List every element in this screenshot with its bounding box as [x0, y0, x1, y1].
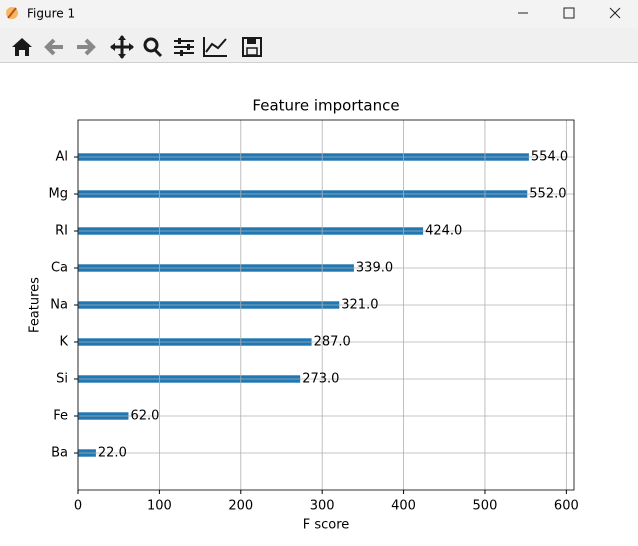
chart-title: Feature importance — [252, 97, 399, 115]
value-label: 552.0 — [529, 187, 566, 202]
value-label: 62.0 — [130, 409, 159, 424]
value-label: 22.0 — [98, 446, 127, 461]
x-tick-label: 100 — [147, 499, 172, 514]
y-tick-label: K — [59, 335, 68, 350]
y-tick-label: RI — [55, 224, 68, 239]
toolbar — [0, 28, 638, 63]
forward-button[interactable] — [77, 38, 96, 56]
x-tick-label: 300 — [310, 499, 335, 514]
maximize-button[interactable] — [563, 7, 575, 19]
x-tick-label: 400 — [391, 499, 416, 514]
value-label: 321.0 — [341, 298, 378, 313]
back-button[interactable] — [44, 38, 63, 56]
y-tick-label: Fe — [53, 409, 68, 424]
y-tick-label: Ca — [51, 261, 68, 276]
x-tick-label: 0 — [74, 499, 82, 514]
y-tick-label: Al — [55, 150, 68, 165]
value-label: 554.0 — [531, 150, 568, 165]
window-title: Figure 1 — [27, 7, 75, 21]
y-axis-label: Features — [28, 277, 43, 333]
close-button[interactable] — [609, 7, 621, 19]
value-label: 424.0 — [425, 224, 462, 239]
plot: Feature importance F score Features 0 100 200… — [28, 97, 579, 533]
y-tick-label: Si — [56, 372, 68, 387]
home-button[interactable] — [12, 38, 32, 56]
y-tick-label: Mg — [49, 187, 68, 202]
x-tick-label: 500 — [473, 499, 498, 514]
save-button[interactable] — [242, 37, 262, 57]
y-tick-label: Na — [50, 298, 68, 313]
edit-axis-button[interactable] — [203, 37, 227, 57]
app-icon — [6, 7, 18, 19]
y-tick-label: Ba — [51, 446, 68, 461]
value-label: 287.0 — [314, 335, 351, 350]
x-tick-label: 200 — [228, 499, 253, 514]
value-label: 273.0 — [302, 372, 339, 387]
configure-button[interactable] — [174, 38, 194, 56]
title-bar — [0, 0, 638, 28]
x-tick-label: 600 — [554, 499, 579, 514]
pan-button[interactable] — [110, 35, 134, 59]
value-label: 339.0 — [356, 261, 393, 276]
x-axis-label: F score — [303, 518, 350, 533]
axes-frame — [77, 119, 575, 491]
zoom-button[interactable] — [143, 37, 163, 58]
